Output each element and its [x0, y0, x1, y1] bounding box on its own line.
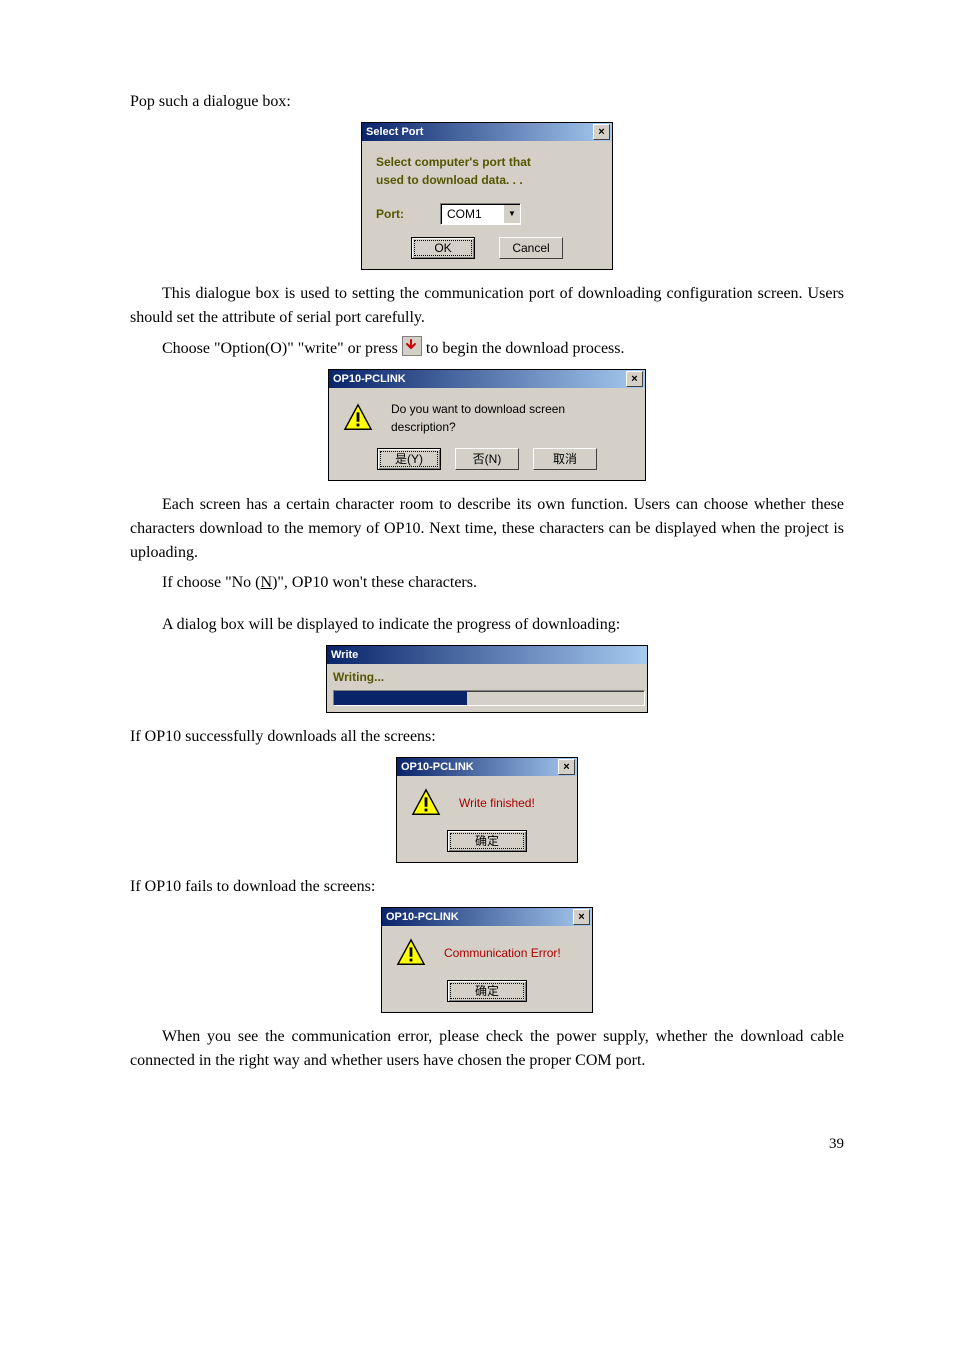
ifno-a: If choose "No ( [162, 574, 261, 591]
select-port-dialog: Select Port × Select computer's port tha… [361, 122, 613, 270]
cancel-button[interactable]: Cancel [499, 237, 563, 259]
no-button[interactable]: 否(N) [455, 448, 519, 470]
ifno-line: If choose "No (N)", OP10 won't these cha… [130, 571, 844, 595]
ifno-b: )", OP10 won't these characters. [272, 574, 477, 591]
progress-fill [334, 691, 467, 705]
ok-button[interactable]: 确定 [447, 980, 527, 1002]
ok-button[interactable]: 确定 [447, 830, 527, 852]
error-dialog: OP10-PCLINK × Communication Error! 确定 [381, 907, 593, 1013]
pop-text: Pop such a dialogue box: [130, 90, 844, 114]
finished-title: OP10-PCLINK [401, 758, 474, 776]
download-arrow-icon [402, 336, 422, 356]
ifsucc-text: If OP10 successfully downloads all the s… [130, 725, 844, 749]
warn-icon [411, 788, 441, 818]
port-label: Port: [376, 205, 422, 223]
close-icon[interactable]: × [558, 759, 575, 775]
select-port-heading-l2: used to download data. . . [376, 171, 598, 189]
confirm-desc-title: OP10-PCLINK [333, 370, 406, 388]
each-text: Each screen has a certain character room… [130, 493, 844, 565]
iffail-text: If OP10 fails to download the screens: [130, 875, 844, 899]
ok-button[interactable]: OK [411, 237, 475, 259]
close-icon[interactable]: × [626, 371, 643, 387]
adialog-text: A dialog box will be displayed to indica… [130, 613, 844, 637]
finished-titlebar: OP10-PCLINK × [397, 758, 577, 776]
error-titlebar: OP10-PCLINK × [382, 908, 592, 926]
close-icon[interactable]: × [573, 909, 590, 925]
confirm-desc-msg: Do you want to download screen descripti… [391, 400, 631, 436]
write-titlebar: Write [327, 646, 647, 664]
write-status: Writing... [333, 668, 641, 686]
select-port-title: Select Port [366, 123, 423, 141]
thisdlg-text: This dialogue box is used to setting the… [130, 282, 844, 330]
progress-bar [333, 690, 645, 706]
choose-b: to begin the download process. [426, 340, 625, 357]
write-progress-dialog: Write Writing... [326, 645, 648, 713]
ifno-n: N [261, 574, 273, 591]
error-msg: Communication Error! [444, 944, 561, 962]
confirm-desc-dialog: OP10-PCLINK × Do you want to download sc… [328, 369, 646, 481]
when-text: When you see the communication error, pl… [130, 1025, 844, 1073]
finished-dialog: OP10-PCLINK × Write finished! 确定 [396, 757, 578, 863]
port-value: COM1 [441, 205, 503, 223]
yes-button[interactable]: 是(Y) [377, 448, 441, 470]
choose-line: Choose "Option(O)" "write" or press to b… [130, 336, 844, 361]
finished-msg: Write finished! [459, 794, 535, 812]
select-port-titlebar: Select Port × [362, 123, 612, 141]
warn-icon [396, 938, 426, 968]
confirm-desc-titlebar: OP10-PCLINK × [329, 370, 645, 388]
close-icon[interactable]: × [593, 124, 610, 140]
cancel-button[interactable]: 取消 [533, 448, 597, 470]
warn-icon [343, 403, 373, 433]
port-select[interactable]: COM1 ▼ [440, 203, 521, 225]
select-port-heading-l1: Select computer's port that [376, 153, 598, 171]
choose-a: Choose "Option(O)" "write" or press [162, 340, 402, 357]
error-title: OP10-PCLINK [386, 908, 459, 926]
chevron-down-icon: ▼ [503, 205, 520, 223]
write-title: Write [331, 646, 358, 664]
page-number: 39 [130, 1133, 844, 1156]
